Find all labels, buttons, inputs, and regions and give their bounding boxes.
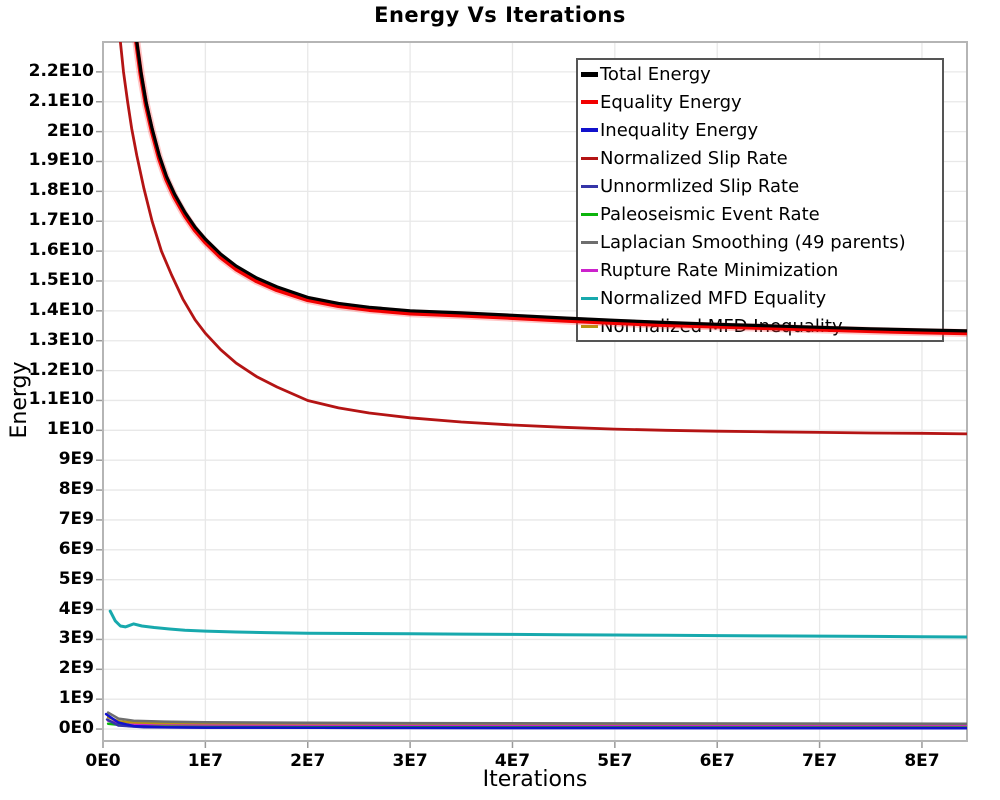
y-tick-label: 1E9 bbox=[58, 688, 94, 709]
legend-swatch-icon bbox=[581, 71, 598, 77]
legend-item: Unnormlized Slip Rate bbox=[578, 172, 942, 200]
legend-swatch-icon bbox=[581, 268, 598, 272]
y-tick-label: 1E10 bbox=[46, 419, 94, 440]
legend-item-label: Normalized MFD Inequality bbox=[600, 315, 843, 337]
x-tick-label: 5E7 bbox=[597, 751, 633, 771]
y-tick-label: 2.2E10 bbox=[28, 60, 94, 81]
y-tick-label: 3E9 bbox=[58, 628, 94, 649]
legend-item-label: Total Energy bbox=[600, 63, 711, 85]
y-tick-label: 9E9 bbox=[58, 449, 94, 470]
y-tick-label: 1.5E10 bbox=[28, 269, 94, 290]
x-tick-label: 8E7 bbox=[904, 751, 940, 771]
legend-item-label: Paleoseismic Event Rate bbox=[600, 203, 820, 225]
legend-swatch-icon bbox=[581, 156, 598, 160]
y-tick-label: 1.7E10 bbox=[28, 210, 94, 231]
legend-item: Normalized MFD Inequality bbox=[578, 312, 942, 340]
y-tick-label: 7E9 bbox=[58, 508, 94, 529]
x-tick-label: 6E7 bbox=[699, 751, 735, 771]
y-tick-label: 1.9E10 bbox=[28, 150, 94, 171]
y-tick-label: 0E0 bbox=[58, 718, 94, 739]
legend-item-label: Unnormlized Slip Rate bbox=[600, 175, 800, 197]
y-tick-label: 1.3E10 bbox=[28, 329, 94, 350]
legend-item-label: Normalized Slip Rate bbox=[600, 147, 788, 169]
legend-item: Rupture Rate Minimization bbox=[578, 256, 942, 284]
x-tick-label: 4E7 bbox=[494, 751, 531, 771]
y-tick-label: 1.4E10 bbox=[28, 299, 94, 320]
legend-swatch-icon bbox=[581, 128, 598, 132]
y-tick-label: 8E9 bbox=[58, 479, 94, 500]
chart-title: Energy Vs Iterations bbox=[374, 3, 626, 27]
legend-item: Total Energy bbox=[578, 60, 942, 88]
legend-item: Normalized MFD Equality bbox=[578, 284, 942, 312]
legend-item: Equality Energy bbox=[578, 88, 942, 116]
x-tick-label: 3E7 bbox=[392, 751, 428, 771]
y-tick-label: 1.1E10 bbox=[28, 389, 94, 410]
x-tick-label: 0E0 bbox=[85, 751, 121, 771]
y-tick-label: 1.6E10 bbox=[28, 240, 94, 261]
legend-swatch-icon bbox=[581, 296, 598, 300]
y-tick-label: 1.2E10 bbox=[28, 359, 94, 380]
y-tick-label: 5E9 bbox=[58, 568, 94, 589]
y-axis-title: Energy bbox=[7, 361, 32, 439]
legend-swatch-icon bbox=[581, 100, 598, 104]
x-tick-label: 1E7 bbox=[187, 751, 223, 771]
legend-item-label: Rupture Rate Minimization bbox=[600, 259, 839, 281]
legend-item-label: Laplacian Smoothing (49 parents) bbox=[600, 231, 906, 253]
y-tick-label: 2.1E10 bbox=[28, 90, 94, 111]
legend-item: Laplacian Smoothing (49 parents) bbox=[578, 228, 942, 256]
y-tick-label: 1.8E10 bbox=[28, 180, 94, 201]
legend-item: Inequality Energy bbox=[578, 116, 942, 144]
legend-item-label: Inequality Energy bbox=[600, 119, 759, 141]
y-tick-label: 2E9 bbox=[58, 658, 94, 679]
y-tick-label: 6E9 bbox=[58, 538, 94, 559]
legend-item-label: Normalized MFD Equality bbox=[600, 287, 827, 309]
legend-swatch-icon bbox=[581, 212, 598, 216]
legend-item: Normalized Slip Rate bbox=[578, 144, 942, 172]
y-tick-label: 2E10 bbox=[46, 120, 94, 141]
x-axis-title: Iterations bbox=[482, 767, 588, 792]
y-tick-label: 4E9 bbox=[58, 598, 94, 619]
legend-swatch-icon bbox=[581, 184, 598, 188]
legend-swatch-icon bbox=[581, 240, 598, 244]
x-tick-label: 7E7 bbox=[801, 751, 838, 771]
legend-item: Paleoseismic Event Rate bbox=[578, 200, 942, 228]
legend-item-label: Equality Energy bbox=[600, 91, 742, 113]
x-tick-label: 2E7 bbox=[290, 751, 326, 771]
legend-swatch-icon bbox=[581, 324, 598, 328]
legend: Total Energy Equality Energy Inequality En… bbox=[576, 58, 944, 342]
